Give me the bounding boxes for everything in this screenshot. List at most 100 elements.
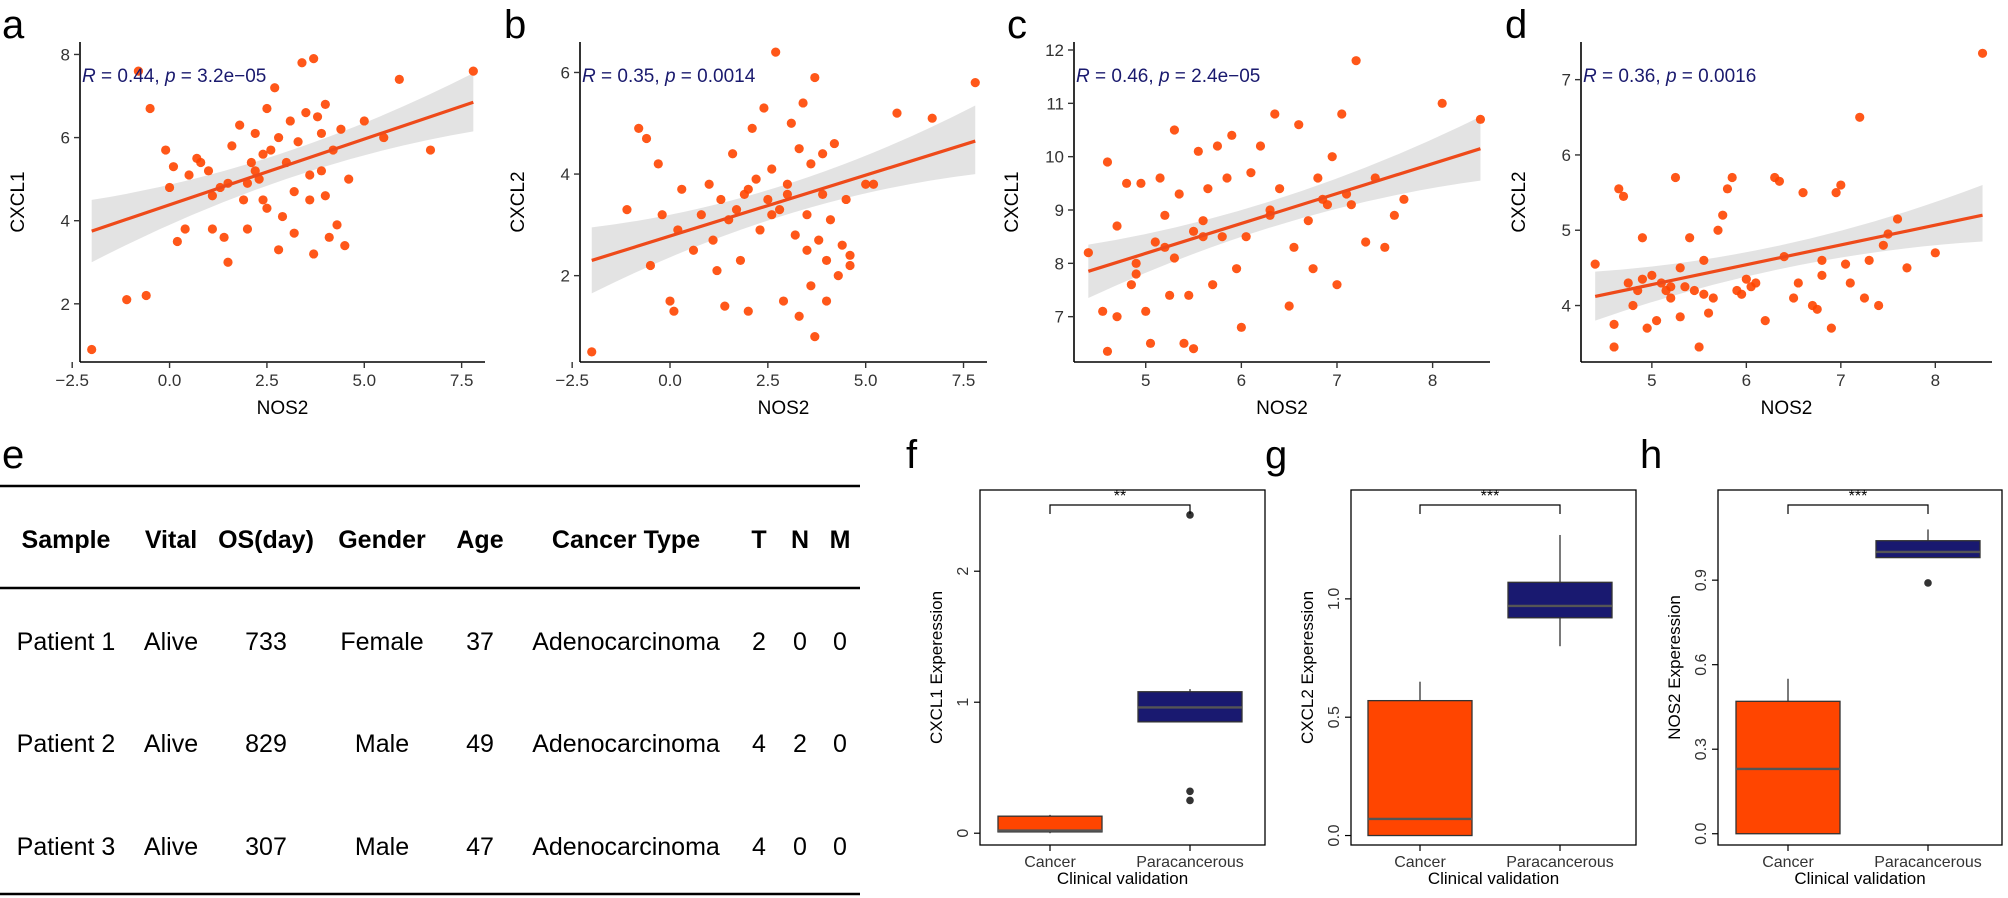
x-tick-label: 8 (1931, 371, 1940, 390)
data-point (242, 178, 253, 188)
data-point (696, 210, 706, 220)
x-tick-label: Paracancerous (1136, 854, 1244, 871)
data-point (810, 72, 820, 83)
y-tick-label: 12 (1045, 41, 1064, 60)
data-point (172, 236, 182, 247)
y-axis-title: CXCL1 Experession (927, 591, 946, 744)
data-point (309, 249, 319, 259)
table-header-cell: Gender (338, 526, 426, 554)
data-point (122, 295, 132, 305)
data-point (728, 149, 738, 159)
data-point (379, 132, 389, 143)
data-point (1859, 293, 1870, 303)
data-point (798, 98, 808, 108)
plot-frame (1350, 489, 1637, 846)
data-point (1141, 306, 1151, 316)
data-point (825, 215, 836, 225)
significance-bracket (1049, 504, 1191, 514)
data-point (196, 157, 206, 168)
panel-letter-c: c (1007, 3, 1027, 47)
data-point (1227, 130, 1237, 140)
data-point (184, 170, 194, 180)
data-point (743, 306, 753, 316)
x-tick-label: −2.5 (55, 371, 89, 390)
data-point (1112, 312, 1122, 322)
table-cell: Patient 2 (17, 730, 116, 758)
data-point (1121, 178, 1132, 188)
patient-table: Sample Vital OS(day) Gender Age Cancer Type T N… (0, 484, 860, 896)
data-point (1102, 157, 1113, 167)
table-header-cell: T (751, 526, 766, 554)
data-point (223, 257, 233, 267)
data-point (1609, 319, 1619, 329)
data-point (802, 245, 812, 255)
data-point (970, 78, 980, 88)
table-cell: 2 (752, 628, 766, 656)
data-point (1437, 98, 1447, 108)
data-point (1812, 304, 1822, 314)
data-point (716, 194, 726, 205)
x-axis-title: NOS2 (257, 398, 309, 419)
data-point (1713, 225, 1723, 235)
data-point (892, 108, 902, 118)
correlation-stat: R = 0.46, p = 2.4e−05 (1076, 66, 1260, 87)
y-axis-title: CXCL1 (1002, 171, 1023, 232)
table-cell: 4 (752, 730, 766, 758)
table-cell: Alive (144, 730, 198, 758)
data-point (833, 271, 843, 281)
y-tick-label: 2 (61, 295, 70, 314)
table-cell: 4 (752, 833, 766, 861)
y-tick-label: 6 (61, 129, 70, 148)
table-header-cell: Cancer Type (552, 526, 700, 554)
data-point (767, 164, 777, 174)
y-tick-label: 1.0 (1326, 588, 1343, 610)
significance-label: *** (1481, 488, 1500, 505)
y-axis-title: CXCL2 (1509, 171, 1530, 232)
stat-p: p (664, 66, 676, 87)
data-point (1475, 114, 1486, 124)
scatter-panel-c: 5 6 7 8 7 8 9 10 11 12 NOS2 CXCL1 R = 0.46, p = 2.4e… (1002, 41, 1490, 419)
x-axis-title: NOS2 (1761, 398, 1813, 419)
data-point (262, 203, 272, 213)
data-point (293, 137, 303, 147)
data-point (1313, 173, 1323, 183)
data-point (688, 245, 699, 255)
data-point (1892, 214, 1903, 224)
data-point (806, 281, 816, 291)
box-cancer (1367, 699, 1473, 837)
data-point (1308, 264, 1318, 274)
x-tick-label: 5.0 (854, 371, 878, 390)
y-tick-label: 4 (561, 165, 570, 184)
y-tick-label: 7 (1562, 71, 1571, 90)
data-point (320, 191, 330, 201)
data-point (1685, 233, 1695, 243)
data-point (1236, 322, 1246, 332)
data-point (1246, 168, 1256, 178)
data-point (794, 311, 804, 321)
stat-p: p (1665, 66, 1677, 87)
stat-p-text: = 0.0016 (1677, 66, 1757, 87)
data-point (312, 112, 323, 122)
data-point (782, 179, 793, 189)
data-point (289, 187, 299, 197)
data-point (861, 179, 871, 189)
significance-bracket (1787, 504, 1929, 514)
data-point (1737, 289, 1747, 299)
table-cell: Patient 3 (17, 833, 116, 861)
data-point (818, 189, 828, 199)
data-point (1155, 173, 1165, 183)
data-point (665, 296, 675, 306)
data-point (743, 184, 753, 194)
data-point (207, 224, 218, 234)
stat-r-text: = 0.46, (1090, 66, 1159, 87)
y-tick-label: 5 (1562, 221, 1571, 240)
y-tick-label: 7 (1055, 308, 1064, 327)
data-point (1255, 141, 1266, 151)
y-axis-title: CXCL2 (508, 171, 529, 232)
data-point (845, 260, 855, 271)
scatter-panel-b: −2.5 0.0 2.5 5.0 7.5 2 4 6 NOS2 CXCL2 R = 0.35, p … (508, 42, 987, 419)
data-point (203, 166, 214, 176)
data-point (246, 157, 256, 168)
boxplot-panel-h: 0.0 0.3 0.6 0.9 Cancer Paracancerous *** Clinic… (1665, 488, 2003, 888)
